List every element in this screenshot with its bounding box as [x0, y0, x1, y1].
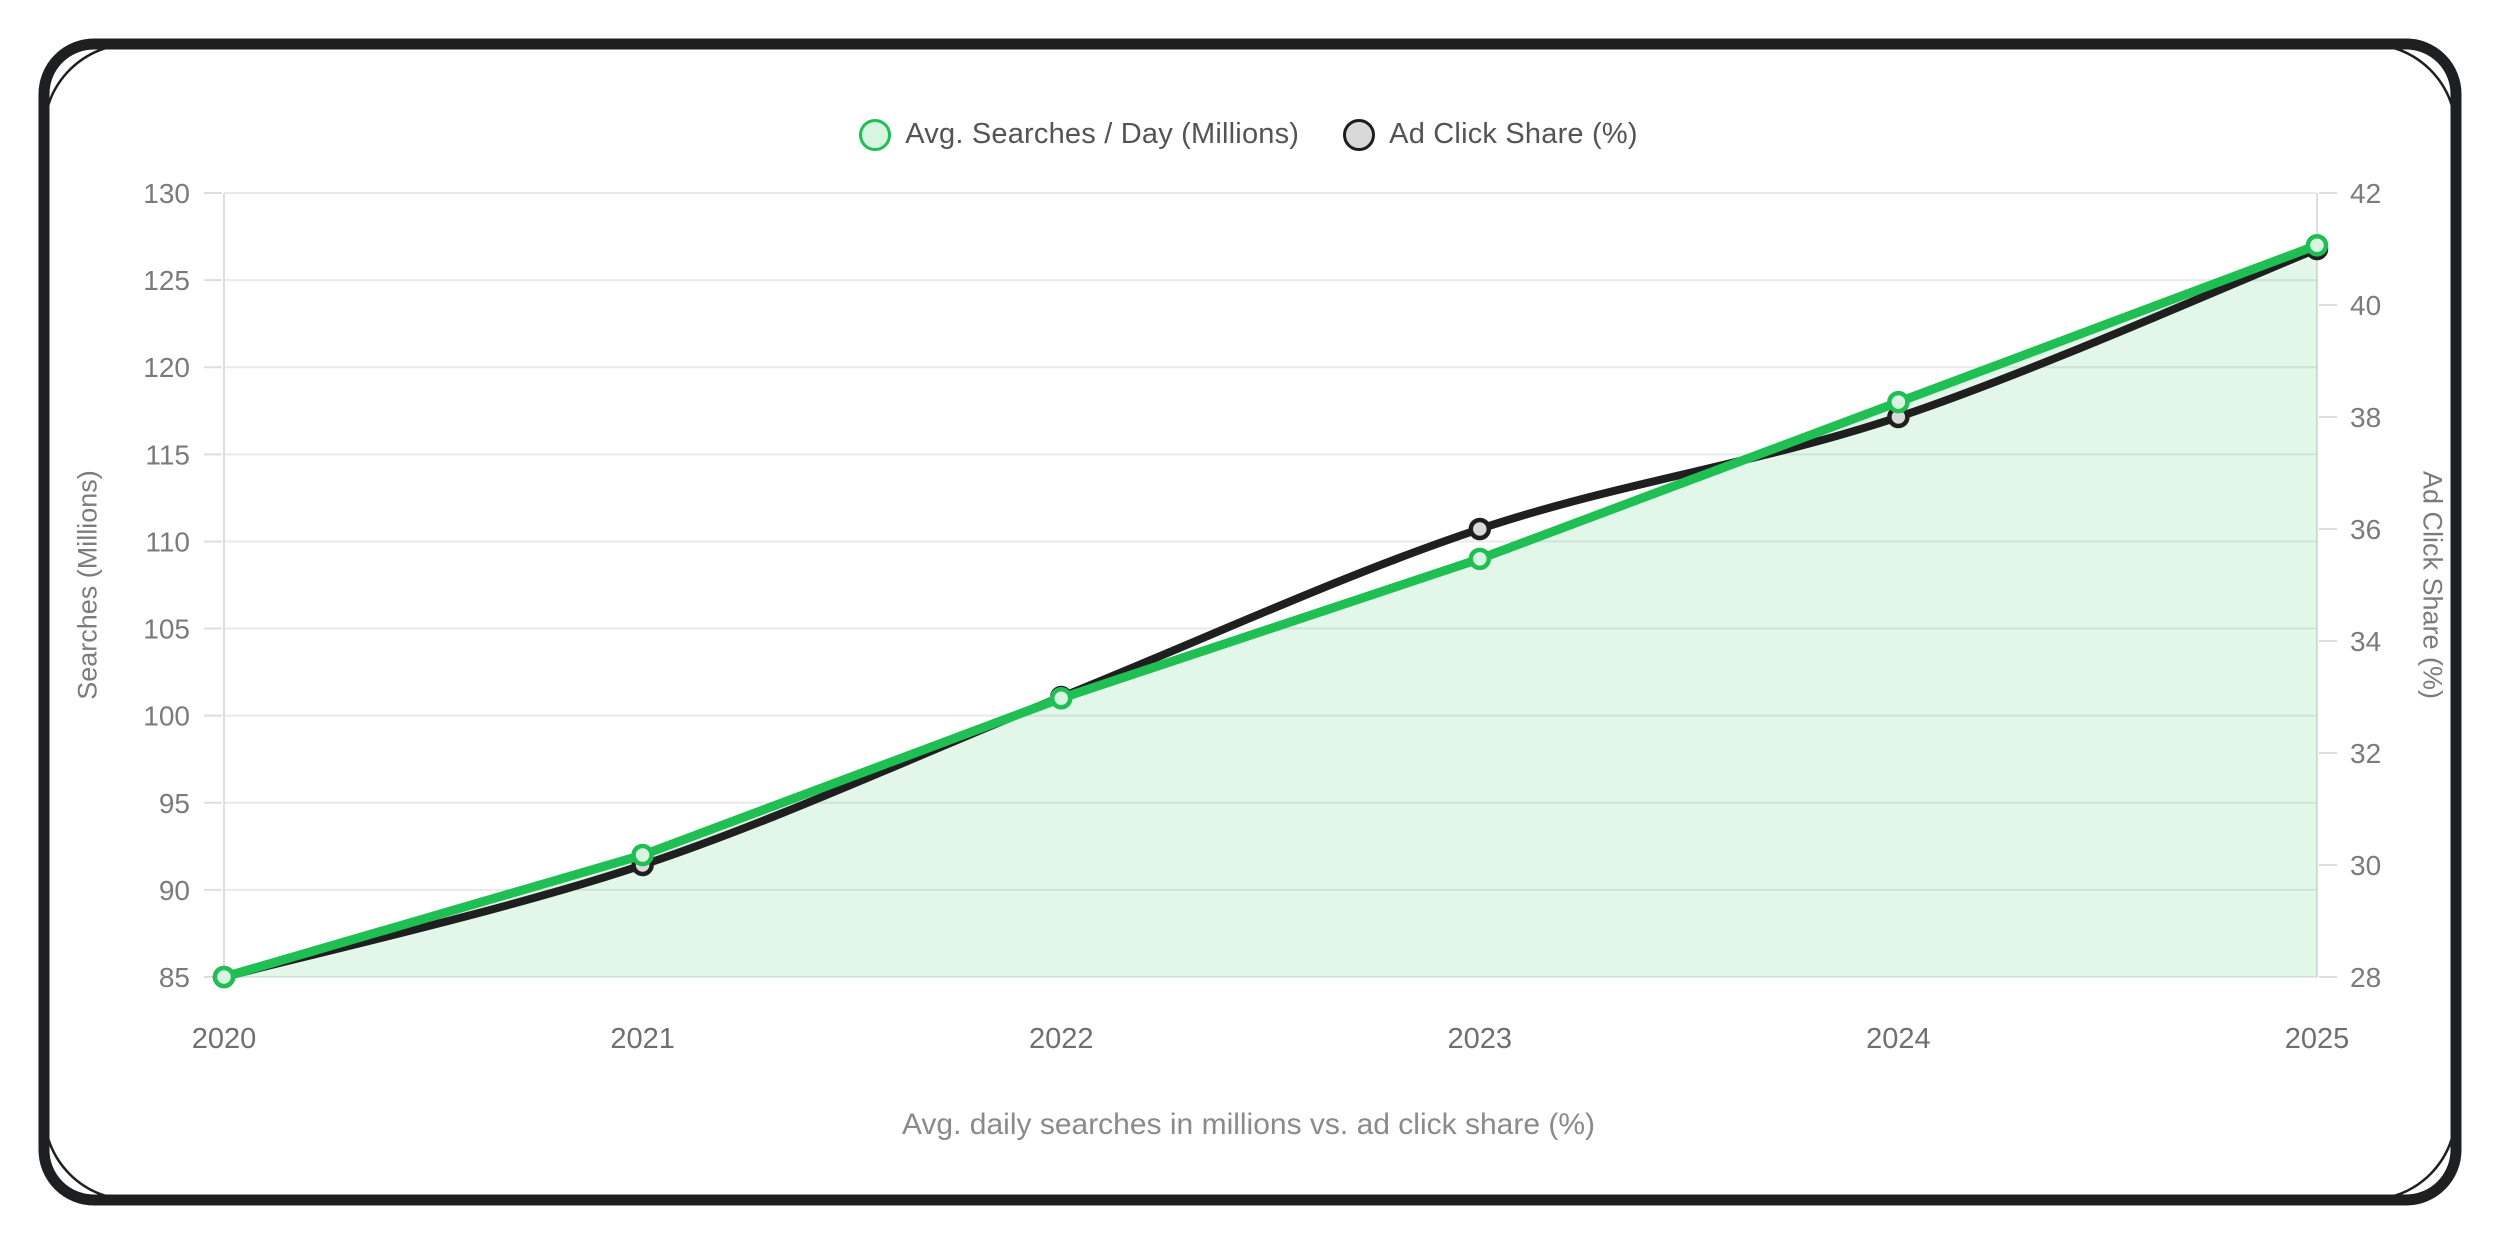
- data-point-marker[interactable]: [1468, 517, 1492, 541]
- x-axis-tick-label: 2025: [2285, 1023, 2350, 1055]
- series-line-ad-click-share[interactable]: [220, 245, 2321, 981]
- y-axis-title-left: Searches (Millions): [72, 470, 103, 700]
- y-axis-tick-label: 34: [2350, 626, 2381, 657]
- data-point-marker[interactable]: [212, 965, 236, 989]
- y-axis-tick-label: 40: [2350, 290, 2381, 321]
- y-axis-tick-label: 120: [143, 352, 190, 383]
- legend-label: Ad Click Share (%): [1389, 118, 1638, 150]
- y-axis-tick-label: 36: [2350, 514, 2381, 545]
- y-axis-tick-label: 90: [159, 875, 190, 906]
- data-point-marker[interactable]: [1887, 390, 1910, 414]
- data-point-marker[interactable]: [2305, 234, 2329, 257]
- y-axis-tick-label: 105: [143, 614, 190, 645]
- y-axis-tick-label: 100: [143, 701, 190, 732]
- legend-item-searches[interactable]: Avg. Searches / Day (Millions): [859, 118, 1299, 151]
- data-point-marker[interactable]: [1468, 547, 1492, 571]
- data-point-marker[interactable]: [631, 843, 654, 867]
- legend-swatch-ad-click-share-icon: [1343, 118, 1376, 151]
- y-axis-right-labels: 28 30 32 34 36 38 40 42: [2319, 178, 2381, 993]
- legend-label: Avg. Searches / Day (Millions): [905, 118, 1300, 150]
- y-axis-tick-label: 32: [2350, 738, 2381, 769]
- y-axis-tick-label: 130: [143, 178, 190, 209]
- data-point-marker[interactable]: [1049, 686, 1073, 710]
- y-axis-title-right: Ad Click Share (%): [2417, 470, 2448, 700]
- x-axis-tick-label: 2024: [1866, 1023, 1931, 1055]
- markers-avg-searches-day-millions: [212, 234, 2329, 989]
- legend-item-ad-click-share[interactable]: Ad Click Share (%): [1343, 118, 1638, 151]
- frame-outer-line: [38, 38, 2462, 1206]
- x-axis-labels: 2020 2021 2022 2023 2024 2025: [192, 1023, 2350, 1055]
- x-axis-tick-label: 2020: [192, 1023, 257, 1055]
- y-axis-left-labels: 85 90 95 100 105 110 115 120 125 130: [143, 178, 222, 993]
- chart-caption: Avg. daily searches in millions vs. ad c…: [901, 1108, 1596, 1141]
- y-axis-tick-label: 125: [143, 265, 190, 296]
- x-axis-tick-label: 2022: [1029, 1023, 1094, 1055]
- y-axis-tick-label: 38: [2350, 402, 2381, 433]
- series-line-avg-searches-day-millions[interactable]: [219, 240, 2322, 982]
- y-axis-tick-label: 95: [159, 788, 190, 819]
- y-axis-tick-label: 110: [145, 526, 190, 557]
- y-axis-tick-label: 115: [145, 439, 190, 470]
- x-axis-tick-label: 2023: [1448, 1023, 1513, 1055]
- y-axis-tick-label: 42: [2350, 178, 2381, 209]
- area-fill-avg-searches-day-millions: [224, 245, 2317, 977]
- x-axis-tick-label: 2021: [610, 1023, 675, 1055]
- chart-legend: Avg. Searches / Day (Millions) Ad Click …: [0, 118, 2497, 151]
- y-axis-tick-label: 28: [2350, 962, 2381, 993]
- y-axis-tick-label: 85: [159, 962, 190, 993]
- y-axis-tick-label: 30: [2350, 850, 2381, 881]
- legend-swatch-searches-icon: [859, 118, 892, 151]
